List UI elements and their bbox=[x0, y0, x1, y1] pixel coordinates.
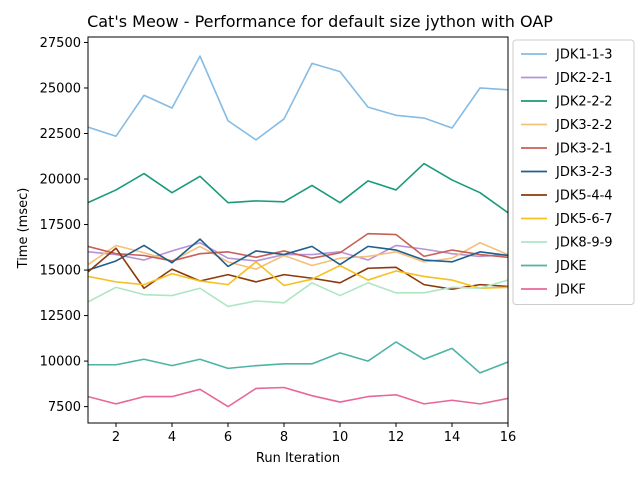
plot-area bbox=[87, 36, 509, 424]
legend-label-JDK3-2-3: JDK3-2-3 bbox=[555, 165, 613, 180]
series-group bbox=[88, 55, 508, 408]
y-tick-label: 17500 bbox=[40, 218, 81, 233]
y-tick-label: 27500 bbox=[40, 36, 81, 51]
series-line-JDK8-9-9 bbox=[88, 279, 508, 308]
series-line-JDK3-2-2 bbox=[88, 241, 508, 270]
y-tick-label: 7500 bbox=[48, 400, 81, 415]
y-axis-label: Time (msec) bbox=[16, 188, 31, 270]
x-tick-label: 6 bbox=[224, 430, 232, 445]
x-tick-label: 8 bbox=[280, 430, 288, 445]
x-tick-label: 14 bbox=[444, 430, 461, 445]
legend-label-JDK3-2-1: JDK3-2-1 bbox=[555, 142, 613, 157]
legend-label-JDK5-4-4: JDK5-4-4 bbox=[555, 189, 613, 204]
x-tick-label: 12 bbox=[388, 430, 405, 445]
legend-label-JDK8-9-9: JDK8-9-9 bbox=[555, 236, 613, 251]
y-axis: 7500 10000 12500 15000 17500 20000 22500 25000 2… bbox=[40, 36, 88, 415]
series-line-JDKE bbox=[88, 341, 508, 374]
x-tick-label: 4 bbox=[168, 430, 176, 445]
y-tick-label: 25000 bbox=[40, 81, 81, 96]
legend-label-JDK2-2-1: JDK2-2-1 bbox=[555, 71, 613, 86]
chart-title: Cat's Meow - Performance for default siz… bbox=[87, 12, 553, 31]
legend: JDK1-1-3 JDK2-2-1 JDK2-2-2 JDK3-2-2 JDK3-2-1… bbox=[512, 39, 635, 305]
y-tick-label: 12500 bbox=[40, 309, 81, 324]
y-tick-label: 20000 bbox=[40, 173, 81, 188]
legend-label-JDK2-2-2: JDK2-2-2 bbox=[555, 95, 613, 110]
x-axis-label: Run Iteration bbox=[256, 451, 340, 466]
y-tick-label: 10000 bbox=[40, 355, 81, 370]
series-line-JDK3-2-3 bbox=[88, 238, 508, 271]
series-line-JDK2-2-2 bbox=[88, 162, 508, 214]
y-tick-label: 22500 bbox=[40, 127, 81, 142]
legend-label-JDK1-1-3: JDK1-1-3 bbox=[555, 48, 613, 63]
legend-label-JDKF: JDKF bbox=[555, 283, 586, 298]
legend-label-JDK3-2-2: JDK3-2-2 bbox=[555, 118, 613, 133]
legend-box bbox=[512, 39, 635, 305]
x-tick-label: 10 bbox=[332, 430, 349, 445]
series-line-JDK3-2-1 bbox=[88, 232, 508, 262]
x-tick-label: 16 bbox=[500, 430, 517, 445]
series-line-JDKF bbox=[88, 386, 508, 408]
y-tick-label: 15000 bbox=[40, 264, 81, 279]
x-tick-label: 2 bbox=[112, 430, 120, 445]
legend-label-JDKE: JDKE bbox=[555, 259, 587, 274]
x-axis: 2 4 6 8 10 12 14 16 bbox=[112, 423, 516, 445]
series-line-JDK5-6-7 bbox=[88, 261, 508, 290]
legend-label-JDK5-6-7: JDK5-6-7 bbox=[555, 212, 613, 227]
series-line-JDK1-1-3 bbox=[88, 55, 508, 141]
plot-frame bbox=[87, 36, 509, 424]
